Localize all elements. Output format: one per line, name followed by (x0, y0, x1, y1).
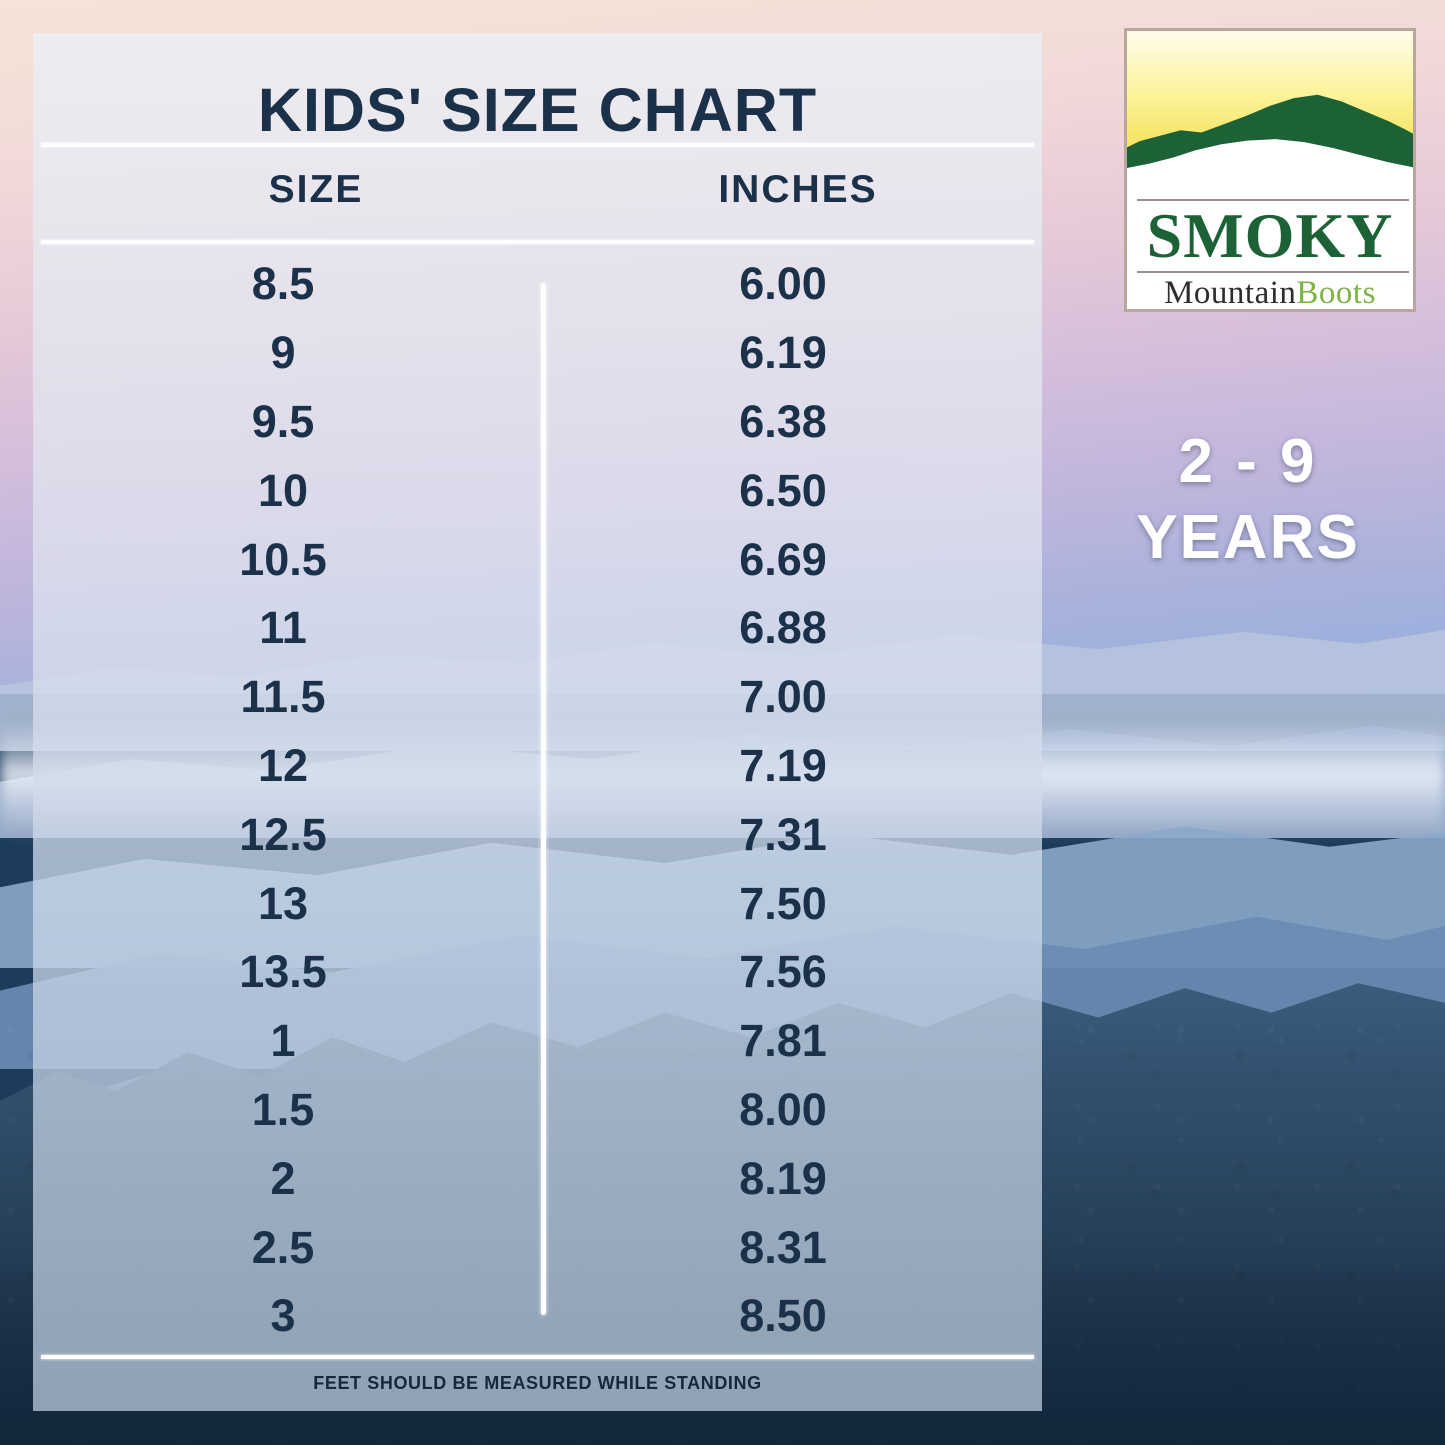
table-row: 9.5 6.38 (33, 388, 1042, 457)
cell-size: 10.5 (239, 533, 327, 585)
cell-size: 9 (270, 327, 296, 379)
table-row: 8.5 6.00 (33, 250, 1042, 319)
logo-sub-boots: Boots (1296, 275, 1376, 311)
table-row: 13 7.50 (33, 869, 1042, 938)
brand-logo: SMOKY MountainBoots (1124, 28, 1416, 312)
cell-inches: 7.19 (739, 739, 827, 791)
age-range-text: 2 - 9 (1178, 427, 1318, 496)
logo-sky (1127, 31, 1413, 199)
table-row: 11.5 7.00 (33, 663, 1042, 732)
cell-size: 1 (270, 1015, 296, 1067)
cell-size: 13.5 (239, 946, 327, 998)
cell-size: 2.5 (251, 1221, 315, 1273)
divider-top (41, 143, 1034, 147)
cell-inches: 7.00 (739, 671, 827, 723)
table-row: 1 7.81 (33, 1007, 1042, 1076)
column-header-size: SIZE (268, 168, 364, 211)
age-badge: 2 - 9 YEARS (1052, 424, 1444, 576)
logo-divider-lower (1137, 271, 1409, 273)
table-row: 9 6.19 (33, 319, 1042, 388)
cell-size: 2 (270, 1152, 296, 1204)
cell-size: 8.5 (251, 258, 315, 310)
column-header-inches: INCHES (718, 168, 878, 211)
table-row: 2 8.19 (33, 1144, 1042, 1213)
cell-inches: 8.50 (739, 1290, 827, 1342)
cell-size: 12.5 (239, 808, 327, 860)
cell-size: 12 (257, 739, 309, 791)
cell-size: 11.5 (240, 671, 326, 723)
cell-inches: 6.69 (739, 533, 827, 585)
cell-size: 10 (257, 464, 309, 516)
column-divider-vertical (541, 283, 546, 1315)
cell-inches: 7.56 (739, 946, 827, 998)
cell-size: 11 (259, 602, 307, 654)
cell-size: 3 (270, 1290, 296, 1342)
cell-inches: 6.19 (739, 327, 827, 379)
cell-inches: 6.50 (739, 464, 827, 516)
cell-inches: 7.81 (739, 1015, 827, 1067)
table-row: 11 6.88 (33, 594, 1042, 663)
table-row: 12.5 7.31 (33, 800, 1042, 869)
divider-bottom (41, 1355, 1034, 1359)
age-unit-text: YEARS (1136, 503, 1360, 572)
cell-inches: 6.88 (739, 602, 827, 654)
cell-size: 9.5 (251, 395, 315, 447)
page-title: KIDS' SIZE CHART (257, 76, 818, 144)
measurement-note: FEET SHOULD BE MEASURED WHILE STANDING (313, 1373, 762, 1393)
table-row: 1.5 8.00 (33, 1076, 1042, 1145)
cell-inches: 6.38 (739, 395, 827, 447)
logo-divider-upper (1137, 199, 1409, 201)
table-row: 10 6.50 (33, 456, 1042, 525)
cell-inches: 8.31 (739, 1221, 827, 1273)
logo-subwordmark: MountainBoots (1127, 274, 1413, 311)
cell-inches: 7.31 (739, 808, 827, 860)
logo-wordmark: SMOKY (1146, 200, 1394, 271)
table-row: 12 7.19 (33, 732, 1042, 801)
cell-size: 1.5 (251, 1083, 315, 1135)
cell-inches: 8.19 (739, 1152, 827, 1204)
table-row: 2.5 8.31 (33, 1213, 1042, 1282)
table-row: 13.5 7.56 (33, 938, 1042, 1007)
logo-sub-mountain: Mountain (1164, 275, 1297, 311)
cell-inches: 6.00 (739, 258, 827, 310)
size-chart-panel: KIDS' SIZE CHART SIZE INCHES 8.5 6.00 9 … (33, 33, 1042, 1411)
cell-inches: 7.50 (739, 877, 827, 929)
table-row: 10.5 6.69 (33, 525, 1042, 594)
cell-size: 13 (257, 877, 309, 929)
cell-inches: 8.00 (739, 1083, 827, 1135)
table-row: 3 8.50 (33, 1282, 1042, 1351)
divider-header (41, 240, 1034, 244)
size-table-body: 8.5 6.00 9 6.19 9.5 6.38 10 6.50 10.5 6.… (33, 250, 1042, 1351)
